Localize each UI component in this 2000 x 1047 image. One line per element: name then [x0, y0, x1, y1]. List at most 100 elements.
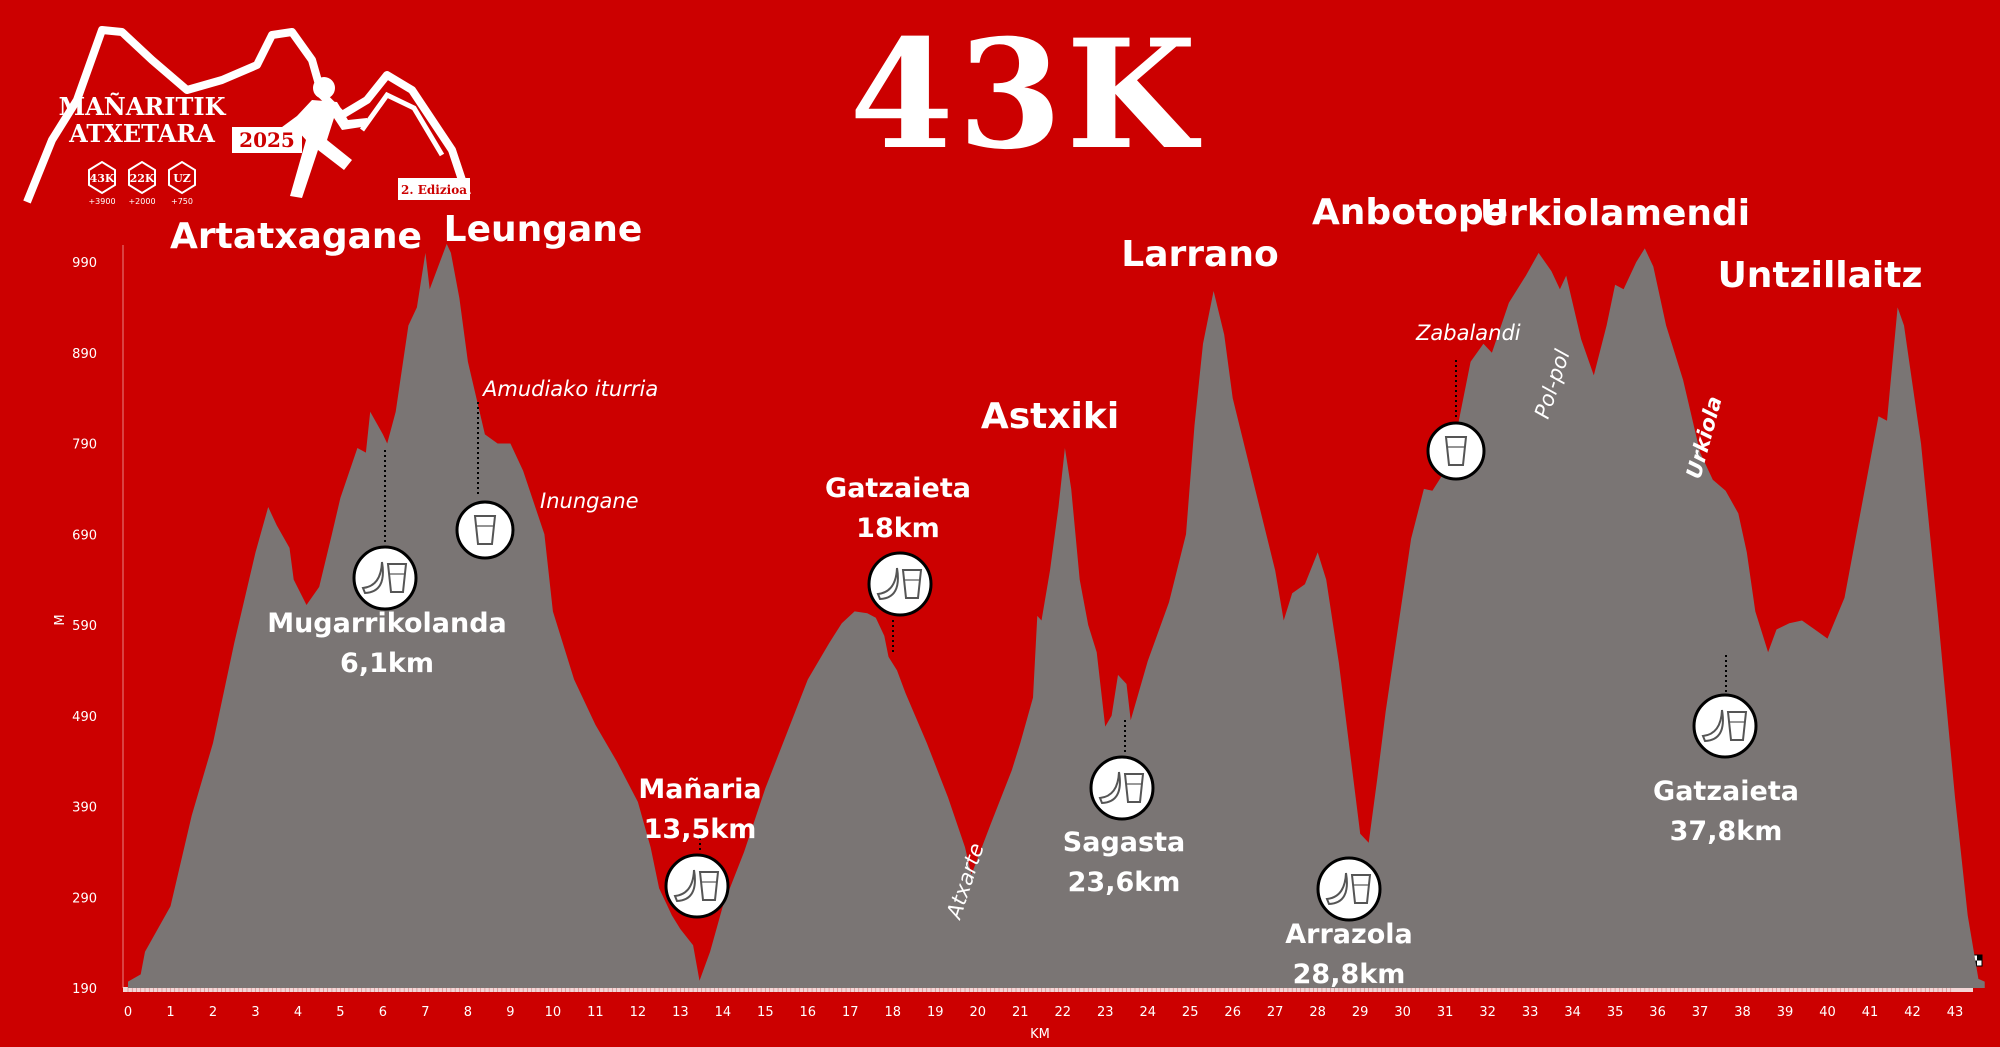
- y-axis-title: M: [53, 614, 68, 625]
- x-tick-label: 14: [715, 1005, 732, 1020]
- glass-icon: [1350, 874, 1372, 904]
- aid-station-distance: 23,6km: [1068, 867, 1181, 898]
- x-tick-label: 31: [1437, 1005, 1454, 1020]
- x-tick-label: 25: [1182, 1005, 1199, 1020]
- x-tick-label: 36: [1649, 1005, 1666, 1020]
- x-tick-label: 43: [1947, 1005, 1964, 1020]
- peak-label: Astxiki: [981, 396, 1119, 437]
- svg-text:22K: 22K: [130, 172, 155, 185]
- x-tick-label: 20: [969, 1005, 986, 1020]
- svg-text:+2000: +2000: [128, 197, 155, 206]
- water-point-icon: [455, 500, 515, 560]
- logo-edition: 2. Edizioa: [401, 183, 467, 197]
- aid-station-distance: 37,8km: [1670, 816, 1783, 847]
- aid-station-icon: [664, 853, 730, 919]
- peak-label: Leungane: [444, 209, 643, 250]
- x-tick-label: 40: [1819, 1005, 1836, 1020]
- y-tick-label: 290: [72, 891, 97, 906]
- aid-circle: [1316, 856, 1382, 922]
- aid-circle: [1692, 693, 1758, 759]
- x-tick-label: 17: [842, 1005, 859, 1020]
- x-tick-label: 11: [587, 1005, 604, 1020]
- water-point-icon: [1426, 421, 1486, 481]
- x-tick-label: 0: [124, 1005, 132, 1020]
- x-tick-label: 7: [421, 1005, 429, 1020]
- aid-station-icon: [1089, 755, 1155, 821]
- x-tick-label: 30: [1394, 1005, 1411, 1020]
- x-tick-label: 18: [885, 1005, 902, 1020]
- x-tick-label: 1: [166, 1005, 174, 1020]
- glass-icon: [698, 871, 720, 901]
- x-tick-label: 26: [1224, 1005, 1241, 1020]
- x-tick-label: 16: [800, 1005, 817, 1020]
- aid-station-label: Gatzaieta 37,8km: [1653, 776, 1799, 847]
- y-tick-label: 990: [72, 256, 97, 271]
- y-tick-label: 590: [72, 619, 97, 634]
- x-tick-label: 6: [379, 1005, 387, 1020]
- badge-43k: 43K +3900: [88, 160, 116, 206]
- race-logo: MAÑARITIK ATXETARA 2025 2. Edizioa 43K +…: [23, 26, 471, 206]
- x-tick-label: 32: [1479, 1005, 1496, 1020]
- aid-circle: [664, 853, 730, 919]
- aid-circle: [867, 551, 933, 617]
- x-tick-label: 19: [927, 1005, 944, 1020]
- mountain-outline: [23, 26, 471, 204]
- x-tick-label: 23: [1097, 1005, 1114, 1020]
- aid-station-distance: 18km: [856, 513, 940, 544]
- y-tick-label: 690: [72, 528, 97, 543]
- x-tick-label: 38: [1734, 1005, 1751, 1020]
- aid-station-icon: [352, 545, 418, 611]
- aid-station-icon: [1692, 693, 1758, 759]
- banana-icon: [361, 561, 384, 595]
- banana-icon: [1098, 771, 1121, 805]
- peak-label: Urkiolamendi: [1480, 193, 1750, 234]
- aid-station-distance: 13,5km: [644, 814, 757, 845]
- y-tick-label: 790: [72, 438, 97, 453]
- x-tick-label: 35: [1607, 1005, 1624, 1020]
- banana-icon: [673, 869, 696, 903]
- elevation-area: [128, 243, 1985, 988]
- aid-circle: [352, 545, 418, 611]
- x-axis-band: [123, 987, 1973, 992]
- banana-icon: [1701, 709, 1724, 743]
- svg-text:43K: 43K: [90, 172, 115, 185]
- aid-station-name: Sagasta: [1063, 827, 1185, 858]
- x-tick-label: 33: [1522, 1005, 1539, 1020]
- x-tick-label: 15: [757, 1005, 774, 1020]
- distance-title: 43K: [849, 7, 1201, 183]
- y-tick-label: 190: [72, 982, 97, 997]
- glass-icon: [1444, 436, 1468, 466]
- aid-station-label: Mañaria 13,5km: [638, 774, 761, 845]
- glass-icon: [473, 515, 497, 545]
- aid-station-distance: 28,8km: [1293, 959, 1406, 990]
- x-tick-label: 41: [1862, 1005, 1879, 1020]
- x-tick-label: 8: [464, 1005, 472, 1020]
- aid-station-icon: [1316, 856, 1382, 922]
- x-tick-label: 39: [1777, 1005, 1794, 1020]
- mountain-outline-inner: [359, 91, 445, 157]
- x-tick-label: 21: [1012, 1005, 1029, 1020]
- peak-label: Larrano: [1121, 234, 1278, 275]
- x-axis-title: KM: [1030, 1027, 1050, 1042]
- water-point-label: Zabalandi: [1415, 321, 1521, 345]
- svg-text:+750: +750: [171, 197, 193, 206]
- x-tick-label: 29: [1352, 1005, 1369, 1020]
- x-tick-label: 5: [336, 1005, 344, 1020]
- logo-title-line1: MAÑARITIK: [59, 92, 227, 121]
- x-tick-label: 37: [1692, 1005, 1709, 1020]
- x-tick-label: 10: [545, 1005, 562, 1020]
- y-tick-label: 890: [72, 347, 97, 362]
- banana-icon: [876, 567, 899, 601]
- glass-icon: [1726, 711, 1748, 741]
- aid-station-label: Sagasta 23,6km: [1063, 827, 1185, 898]
- svg-text:UZ: UZ: [173, 172, 191, 185]
- x-tick-label: 2: [209, 1005, 217, 1020]
- badge-uz: UZ +750: [168, 160, 196, 206]
- peak-label: Artatxagane: [170, 216, 422, 257]
- aid-station-name: Gatzaieta: [825, 473, 971, 504]
- edition-box: [398, 178, 470, 200]
- aid-station-label: Mugarrikolanda 6,1km: [267, 608, 507, 679]
- aid-station-name: Arrazola: [1285, 919, 1413, 950]
- aid-station-distance: 6,1km: [340, 648, 434, 679]
- svg-text:+3900: +3900: [88, 197, 115, 206]
